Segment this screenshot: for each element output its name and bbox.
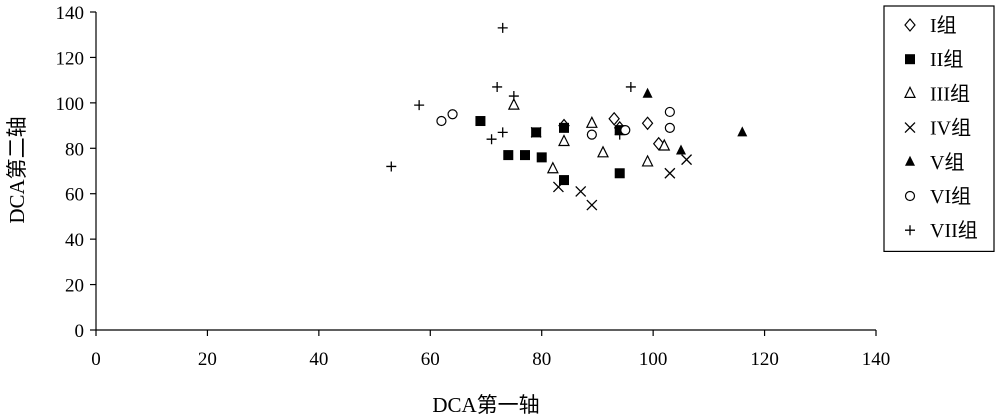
series-6-point [664, 106, 675, 118]
series-6-point [620, 125, 631, 136]
legend-label-5: V组 [930, 151, 964, 174]
x-tick-label: 100 [639, 349, 668, 370]
series-6-point [436, 115, 447, 127]
series-5-point [676, 144, 686, 155]
legend-marker-2 [905, 54, 915, 65]
series-2-point [536, 152, 547, 163]
legend-label-1: I组 [930, 14, 957, 37]
y-tick-label: 120 [56, 48, 85, 69]
series-7-point [614, 129, 625, 140]
y-tick-label: 0 [75, 321, 85, 342]
series-5-point [737, 126, 748, 137]
y-tick-label: 60 [65, 185, 84, 206]
series-2-point [503, 150, 514, 161]
y-tick-label: 100 [56, 94, 85, 115]
x-tick-label: 120 [750, 349, 779, 370]
series-3-point [641, 154, 654, 167]
series-7-point [386, 161, 397, 172]
series-4-points [530, 126, 693, 211]
x-tick-label: 80 [532, 349, 551, 370]
y-ticks: 0 20 40 60 80 100 120 140 [56, 3, 96, 342]
series-4-point [552, 181, 564, 193]
axes: 0 20 40 60 80 100 120 140 0 20 40 60 80 100 120 140 [56, 3, 891, 370]
series-3-point [597, 145, 609, 158]
series-2-point [559, 122, 569, 133]
series-4-point [530, 126, 542, 138]
series-3-point [658, 138, 671, 151]
legend-label-7: VII组 [930, 219, 978, 242]
legend-marker-5 [905, 155, 915, 166]
legend-box [883, 5, 995, 252]
y-tick-label: 40 [65, 230, 84, 251]
series-4-point [681, 154, 693, 166]
data-points [386, 22, 748, 211]
series-6-point [447, 109, 458, 120]
legend: I组 II组 III组 IV组 V组 VI组 VII组 [883, 5, 995, 252]
series-5-points [642, 87, 748, 155]
series-7-point [508, 91, 519, 102]
series-3-points [507, 97, 671, 174]
legend-label-6: VI组 [930, 185, 971, 208]
legend-marker-1 [904, 18, 916, 32]
x-tick-label: 0 [91, 349, 101, 370]
x-tick-label: 140 [862, 349, 891, 370]
legend-marker-3 [904, 86, 916, 99]
series-7-point [497, 127, 508, 138]
series-5-point [642, 87, 653, 98]
x-tick-label: 60 [421, 349, 440, 370]
series-7-point [486, 134, 497, 145]
series-3-point [585, 115, 598, 128]
legend-marker-4 [904, 122, 916, 134]
series-3-point [558, 134, 570, 147]
legend-marker-7 [905, 225, 915, 236]
legend-label-3: III组 [930, 82, 970, 105]
series-2-point [475, 116, 486, 127]
series-3-point [546, 161, 559, 174]
y-tick-label: 80 [65, 139, 84, 160]
series-2-point [614, 168, 625, 179]
x-tick-label: 40 [309, 349, 328, 370]
series-7-point [497, 22, 508, 33]
series-3-point [507, 97, 520, 110]
legend-label-2: II组 [930, 48, 963, 71]
series-4-point [575, 185, 587, 197]
series-6-point [664, 122, 675, 133]
y-tick-label: 140 [56, 3, 85, 24]
y-tick-label: 20 [65, 276, 84, 297]
series-1-point [608, 111, 620, 126]
x-axis-title: DCA第一轴 [432, 393, 539, 416]
legend-label-4: IV组 [930, 117, 971, 140]
series-6-points [436, 106, 675, 140]
series-7-point [492, 81, 503, 92]
series-2-point [520, 150, 530, 161]
series-7-points [386, 22, 636, 172]
series-1-point [641, 116, 654, 131]
x-ticks: 0 20 40 60 80 100 120 140 [91, 330, 890, 370]
series-7-point [414, 100, 425, 111]
series-1-points [558, 111, 665, 151]
legend-marker-6 [904, 190, 916, 202]
series-6-point [586, 129, 597, 140]
series-2-point [559, 175, 569, 186]
x-tick-label: 20 [198, 349, 217, 370]
series-4-point [586, 199, 598, 211]
series-7-point [625, 81, 636, 92]
y-axis-title: DCA第二轴 [5, 116, 29, 223]
series-4-point [664, 167, 676, 179]
